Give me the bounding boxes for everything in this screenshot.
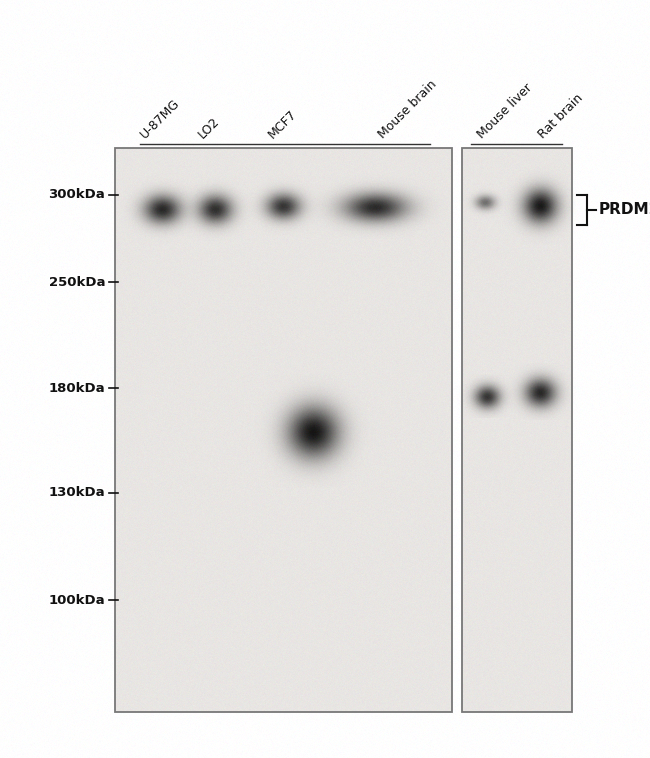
Text: PRDM2: PRDM2 [599,202,650,218]
Text: LO2: LO2 [196,114,222,141]
Text: Rat brain: Rat brain [536,91,586,141]
Bar [115,148,452,712]
Text: 250kDa: 250kDa [49,275,105,289]
Text: MCF7: MCF7 [266,108,300,141]
Bar [462,148,572,712]
Text: U-87MG: U-87MG [138,96,183,141]
Text: Mouse liver: Mouse liver [474,81,535,141]
Text: 100kDa: 100kDa [48,594,105,606]
Text: 130kDa: 130kDa [48,487,105,500]
Text: Mouse brain: Mouse brain [376,77,439,141]
Text: 180kDa: 180kDa [48,381,105,394]
Text: 300kDa: 300kDa [48,189,105,202]
